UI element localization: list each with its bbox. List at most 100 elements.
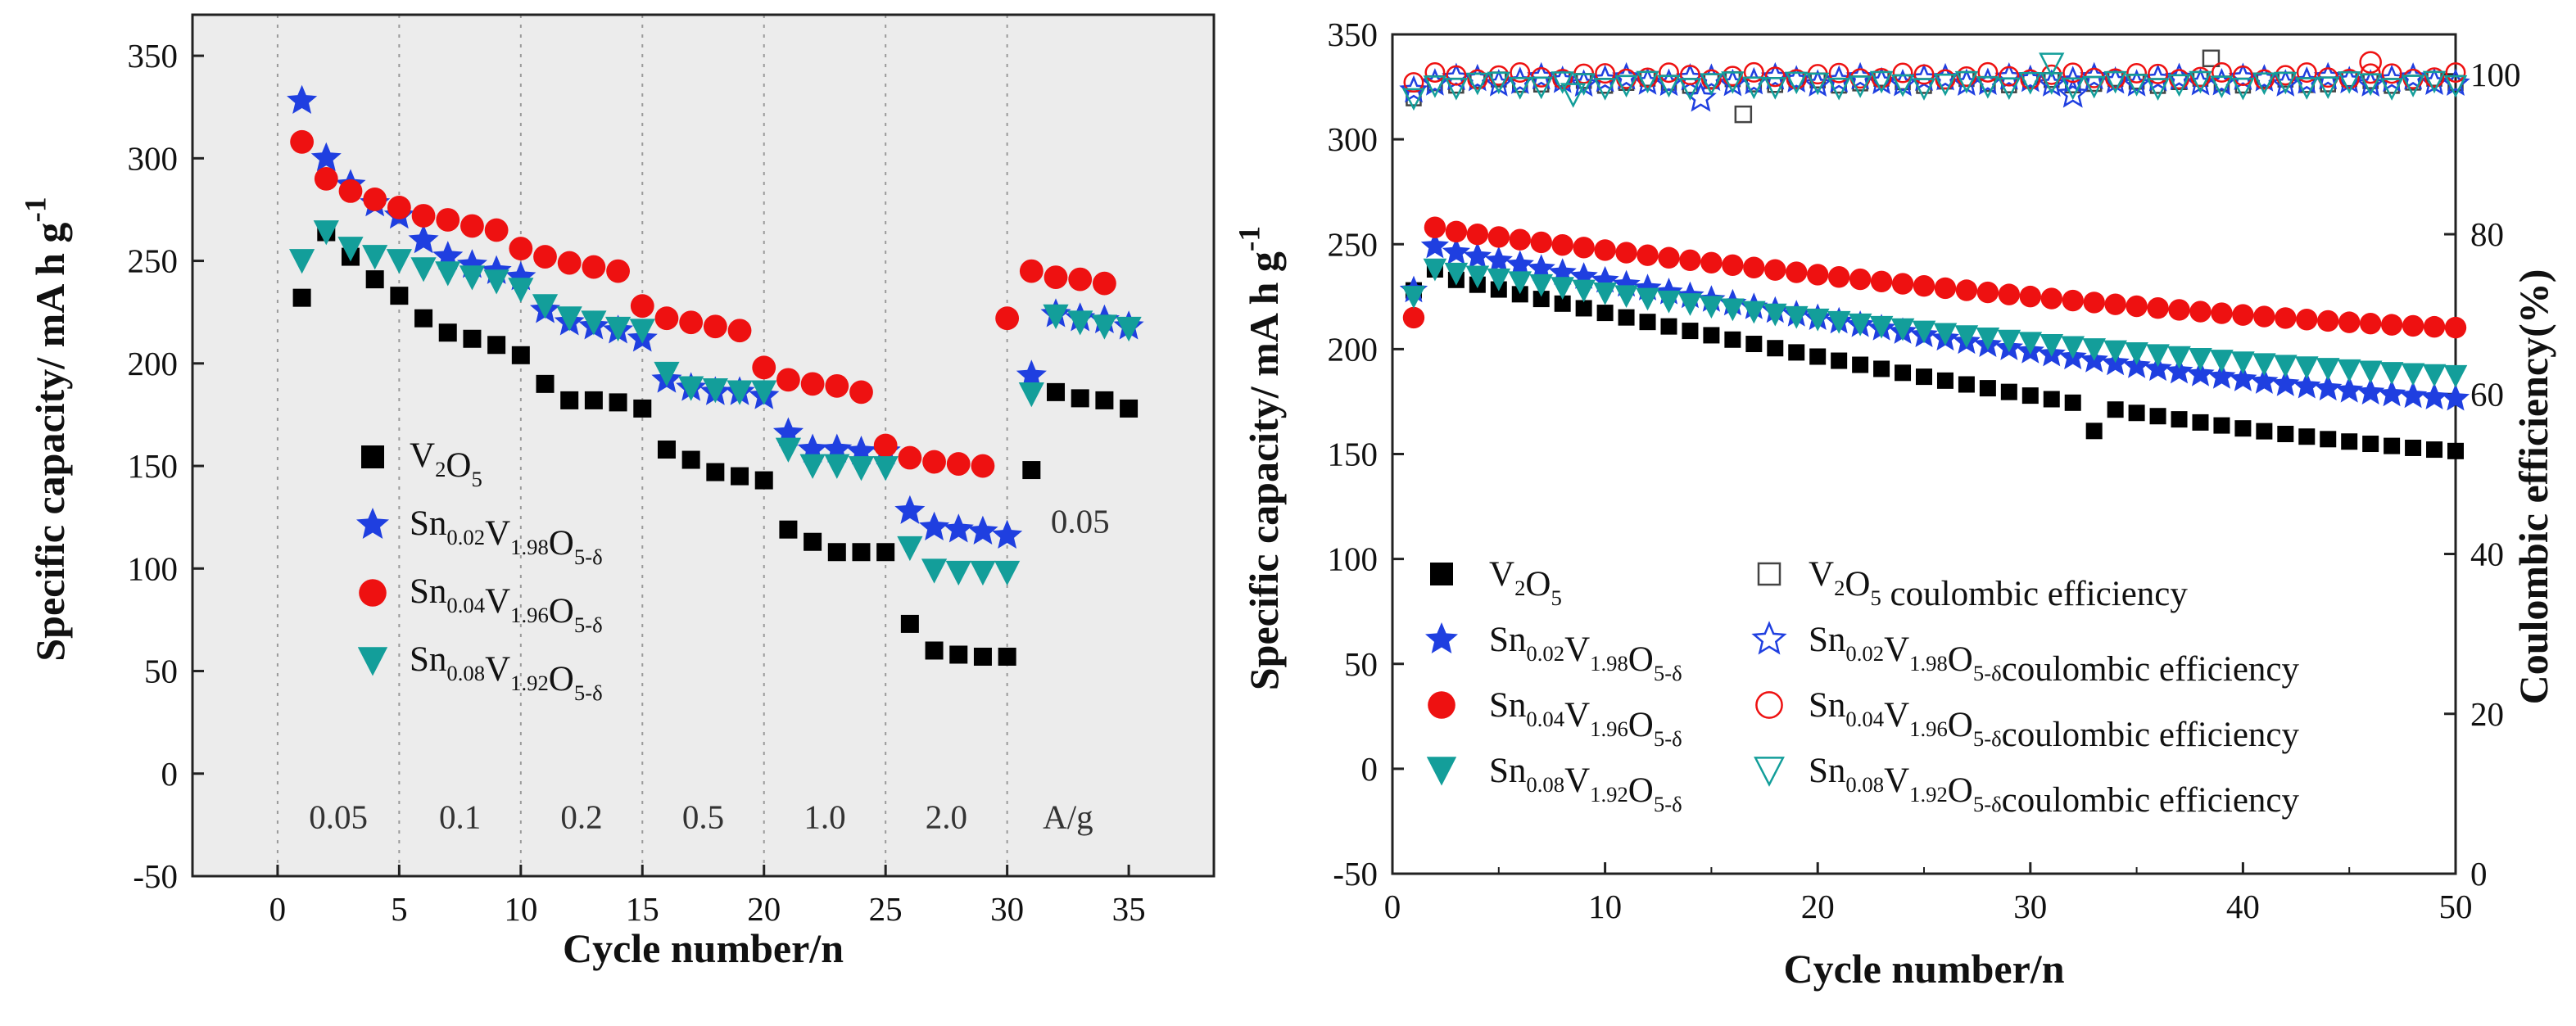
x-tick-label: 40 [2226,888,2260,925]
data-point [2000,383,2017,400]
y2-tick-label: 60 [2470,375,2504,413]
rate-capability-chart: 0 5 10 15 20 25 30 35 -50 0 50 100 150 200 250 300 350 0.… [20,13,1216,971]
data-point [1401,88,1426,111]
data-point [536,374,555,393]
data-point [1018,382,1044,408]
data-point [556,306,582,332]
data-point [654,361,680,387]
x-tick-label: 20 [747,890,781,928]
data-point [1976,327,2000,350]
data-point [994,560,1021,586]
data-point [827,543,846,562]
legend-marker [357,647,388,676]
data-point [2207,362,2236,389]
y-tick-label: 0 [161,755,179,793]
data-point [2232,66,2253,86]
y2-tick-label: 100 [2470,56,2521,93]
data-point [1487,268,1511,292]
data-point [390,287,409,305]
data-point [1912,78,1936,101]
data-point [1763,303,1787,327]
data-point [800,372,825,396]
data-point [1869,315,1894,339]
data-point [1424,62,1446,83]
data-point [2401,75,2425,97]
data-point [949,645,968,664]
y-tick-label: -50 [1333,855,1378,893]
data-point [581,310,607,336]
data-point [1593,78,1617,101]
data-point [706,463,725,481]
data-point [1636,70,1659,94]
data-point [852,543,871,562]
data-point [1067,310,1093,336]
data-point [1551,71,1574,94]
data-point [2125,341,2148,365]
x-tick-label: 30 [2013,888,2047,925]
data-point [2144,354,2172,382]
data-point [2359,51,2382,74]
data-point [922,450,946,474]
data-point [1916,368,1932,386]
legend-label: V2O5 coulombic efficiency [1809,555,2188,613]
data-point [387,196,411,219]
data-point [1463,242,1492,269]
data-point [362,245,388,270]
data-point [679,310,704,335]
data-point [1742,301,1766,324]
data-point [584,391,603,409]
data-point [463,329,482,348]
data-point [1976,76,2000,99]
data-point [2380,314,2403,336]
data-point [921,558,948,584]
data-point [2295,77,2319,100]
data-point [775,437,802,463]
data-point [1786,69,1807,90]
y2-tick-label: 20 [2470,695,2504,733]
data-point [1594,239,1616,261]
data-point [532,294,559,319]
data-point [898,445,922,470]
legend-label: Sn0.08V1.92O5-δcoulombic efficiency [1809,752,2299,820]
data-point [2317,310,2339,332]
data-point [292,288,311,307]
data-point [508,278,534,303]
data-point [1636,287,1659,311]
data-point [314,166,338,191]
data-point [487,336,506,355]
data-point [943,513,974,543]
data-point [2019,285,2041,308]
data-point [776,368,800,392]
data-point [2168,299,2190,321]
data-point [290,129,315,154]
legend-marker [359,579,387,607]
data-point [971,454,995,478]
data-point [1700,296,1723,319]
data-point [1095,391,1114,409]
data-point [1554,295,1571,312]
data-point [2020,69,2041,90]
data-point [560,391,579,409]
data-point [1849,268,1872,291]
data-point [1703,327,1720,344]
data-point [1913,64,1935,85]
data-point [2337,71,2361,94]
data-point [1552,69,1573,90]
legend-marker [1757,562,1781,586]
data-point [1022,461,1041,480]
x-tick-label: 0 [269,890,287,928]
data-point [1936,372,1954,389]
data-point [995,306,1020,331]
y-tick-label: 100 [128,549,179,587]
data-point [1934,277,1957,300]
data-point [2231,351,2255,375]
data-point [509,237,533,260]
data-point [1508,271,1532,295]
data-point [1465,72,1490,96]
data-point [1895,364,1912,382]
data-point [2202,49,2221,68]
data-point [2146,344,2170,368]
data-point [2398,62,2428,90]
data-point [919,511,950,540]
